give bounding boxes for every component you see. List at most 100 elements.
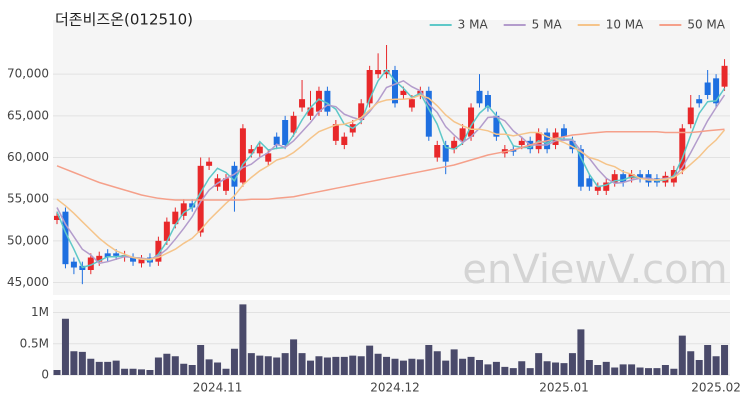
candle-body <box>594 186 601 191</box>
candle-body <box>687 107 694 125</box>
volume-bar <box>154 357 162 375</box>
x-tick-label: 2025.01 <box>539 381 589 395</box>
volume-bar <box>602 361 610 375</box>
volume-bar <box>383 356 391 375</box>
volume-bar <box>585 360 593 375</box>
volume-bar <box>661 365 669 375</box>
volume-bar <box>509 368 517 375</box>
volume-bar <box>695 360 703 375</box>
candle-body <box>104 253 111 258</box>
volume-bar <box>188 365 196 375</box>
candle-body <box>299 99 306 108</box>
candle-body <box>324 90 331 112</box>
candle-body <box>577 149 584 187</box>
volume-bar <box>78 351 86 375</box>
candle-body <box>620 174 627 183</box>
candle-body <box>366 70 373 104</box>
volume-bar <box>594 365 602 375</box>
volume-bar <box>70 351 78 375</box>
candle-body <box>189 203 196 208</box>
volume-bar <box>653 368 661 375</box>
candle-body <box>713 78 720 104</box>
candle-body <box>282 120 289 145</box>
ma-line <box>56 68 726 269</box>
legend-label: 3 MA <box>458 18 489 32</box>
candle-body <box>451 140 458 150</box>
volume-bar <box>374 353 382 375</box>
candle-body <box>603 182 610 191</box>
candle-body <box>425 90 432 137</box>
volume-bar <box>425 345 433 375</box>
y-tick-label: 45,000 <box>7 275 49 289</box>
volume-bar <box>340 356 348 375</box>
volume-bar <box>391 358 399 375</box>
volume-bar <box>349 355 357 375</box>
volume-bar <box>704 345 712 375</box>
candle-body <box>290 115 297 133</box>
candle-body <box>307 107 314 116</box>
volume-bar <box>197 345 205 375</box>
candle-body <box>679 128 686 170</box>
candle-body <box>332 124 339 141</box>
volume-bar <box>163 353 171 375</box>
candle-body <box>611 174 618 183</box>
candle-body <box>392 70 398 104</box>
candle-body <box>248 149 255 154</box>
volume-bar <box>214 362 222 375</box>
y-tick-label: 65,000 <box>7 108 49 122</box>
y-tick-label: 0.5M <box>20 336 49 350</box>
candle-body <box>442 145 449 162</box>
candle-body <box>476 90 483 104</box>
candle-body <box>265 153 272 162</box>
volume-bar <box>273 357 281 375</box>
volume-bar <box>619 364 627 375</box>
chart-title: 더존비즈온(012510) <box>55 11 193 29</box>
volume-bar <box>180 363 188 375</box>
volume-bar <box>645 368 652 375</box>
volume-bar <box>501 366 509 375</box>
volume-bar <box>467 356 475 375</box>
candle-body <box>96 255 103 262</box>
volume-bar <box>323 357 331 375</box>
candle-body <box>113 253 120 256</box>
y-tick-label: 60,000 <box>7 150 49 164</box>
volume-bar <box>678 335 686 375</box>
volume-bar <box>239 304 247 375</box>
ma-line <box>56 128 725 201</box>
candle-body <box>459 128 466 141</box>
volume-bar <box>560 363 568 375</box>
candle-body <box>704 82 711 95</box>
volume-bar <box>526 368 534 375</box>
candle-body <box>87 257 94 270</box>
candle-body <box>206 161 213 166</box>
volume-bar <box>87 358 95 375</box>
volume-bar <box>366 345 374 375</box>
x-tick-label: 2024.12 <box>370 381 420 395</box>
volume-bar <box>712 356 720 375</box>
candle-body <box>163 221 170 241</box>
candle-body <box>569 140 576 150</box>
candle-body <box>484 95 491 108</box>
volume-bar <box>290 339 298 375</box>
volume-bar <box>104 361 112 375</box>
legend-label: 5 MA <box>532 18 563 32</box>
candle-body <box>155 240 162 262</box>
volume-bar <box>568 353 576 375</box>
legend-label: 10 MA <box>606 18 644 32</box>
candle-body <box>315 90 322 112</box>
volume-bar <box>61 318 69 375</box>
volume-bar <box>121 368 129 375</box>
volume-bar <box>332 356 340 375</box>
volume-bar <box>53 370 61 375</box>
volume-bar <box>112 360 120 375</box>
volume-bar <box>670 368 678 375</box>
candle-body <box>586 178 593 187</box>
y-tick-label: 55,000 <box>7 192 49 206</box>
volume-bar <box>518 361 526 375</box>
volume-bar <box>459 358 467 375</box>
volume-bar <box>256 355 264 375</box>
volume-bar <box>433 351 441 375</box>
candle-body <box>172 211 179 225</box>
y-tick-label: 0 <box>41 368 49 382</box>
